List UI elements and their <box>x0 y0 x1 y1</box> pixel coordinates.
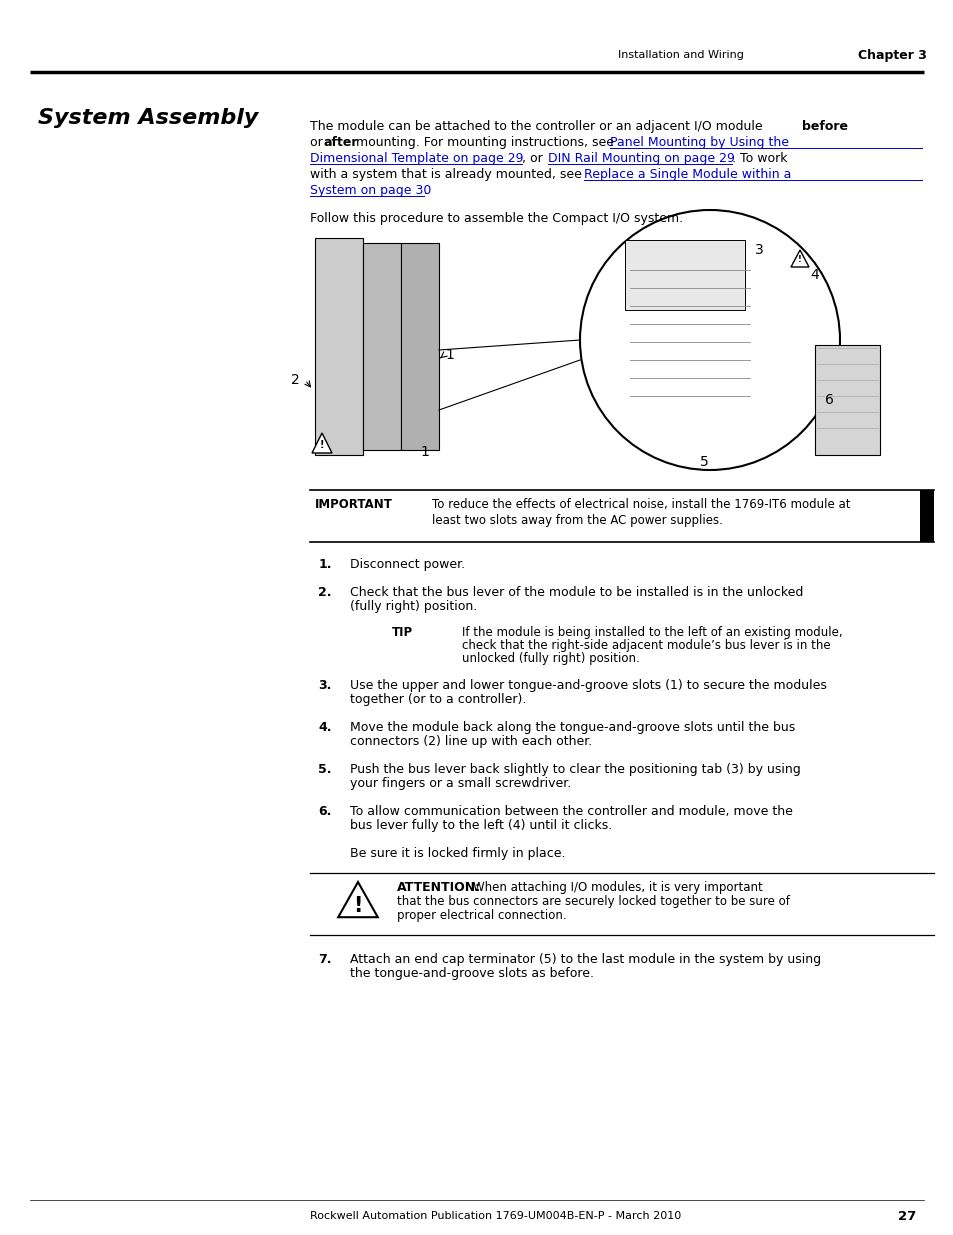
Text: 1.: 1. <box>318 558 332 571</box>
Text: together (or to a controller).: together (or to a controller). <box>350 693 526 706</box>
Text: ATTENTION:: ATTENTION: <box>396 881 480 894</box>
Text: 5: 5 <box>700 454 708 469</box>
FancyBboxPatch shape <box>400 243 438 450</box>
Text: 4: 4 <box>809 268 818 282</box>
Text: 7.: 7. <box>318 953 332 966</box>
Text: IMPORTANT: IMPORTANT <box>314 498 393 511</box>
Text: When attaching I/O modules, it is very important: When attaching I/O modules, it is very i… <box>473 881 762 894</box>
Text: To reduce the effects of electrical noise, install the 1769-IT6 module at: To reduce the effects of electrical nois… <box>432 498 850 511</box>
Polygon shape <box>790 249 808 267</box>
Text: Attach an end cap terminator (5) to the last module in the system by using: Attach an end cap terminator (5) to the … <box>350 953 821 966</box>
Text: Rockwell Automation Publication 1769-UM004B-EN-P - March 2010: Rockwell Automation Publication 1769-UM0… <box>310 1212 680 1221</box>
Text: connectors (2) line up with each other.: connectors (2) line up with each other. <box>350 735 592 748</box>
Text: DIN Rail Mounting on page 29: DIN Rail Mounting on page 29 <box>547 152 734 165</box>
Text: Chapter 3: Chapter 3 <box>857 48 926 62</box>
Text: 3: 3 <box>754 243 763 257</box>
Text: TIP: TIP <box>392 626 413 638</box>
Text: 4.: 4. <box>318 721 332 734</box>
Text: !: ! <box>353 897 362 916</box>
Text: 6.: 6. <box>318 805 332 818</box>
Text: Dimensional Template on page 29: Dimensional Template on page 29 <box>310 152 523 165</box>
Text: mounting. For mounting instructions, see: mounting. For mounting instructions, see <box>352 136 618 149</box>
Text: 3.: 3. <box>318 679 332 692</box>
Text: Move the module back along the tongue-and-groove slots until the bus: Move the module back along the tongue-an… <box>350 721 795 734</box>
Text: Use the upper and lower tongue-and-groove slots (1) to secure the modules: Use the upper and lower tongue-and-groov… <box>350 679 826 692</box>
Text: Push the bus lever back slightly to clear the positioning tab (3) by using: Push the bus lever back slightly to clea… <box>350 763 800 776</box>
Text: To allow communication between the controller and module, move the: To allow communication between the contr… <box>350 805 792 818</box>
FancyBboxPatch shape <box>814 345 879 454</box>
Text: after: after <box>324 136 358 149</box>
Text: bus lever fully to the left (4) until it clicks.: bus lever fully to the left (4) until it… <box>350 819 612 832</box>
Text: proper electrical connection.: proper electrical connection. <box>396 909 566 923</box>
FancyBboxPatch shape <box>363 243 400 450</box>
Polygon shape <box>338 882 377 918</box>
Text: 1: 1 <box>444 348 454 362</box>
Text: .: . <box>423 184 428 198</box>
Text: System Assembly: System Assembly <box>38 107 258 128</box>
Text: unlocked (fully right) position.: unlocked (fully right) position. <box>461 652 639 664</box>
Text: 2: 2 <box>291 373 299 387</box>
Text: least two slots away from the AC power supplies.: least two slots away from the AC power s… <box>432 514 722 527</box>
Text: The module can be attached to the controller or an adjacent I/O module: The module can be attached to the contro… <box>310 120 766 133</box>
Text: Installation and Wiring: Installation and Wiring <box>618 49 743 61</box>
Text: 27: 27 <box>897 1209 915 1223</box>
Text: or: or <box>310 136 327 149</box>
Text: If the module is being installed to the left of an existing module,: If the module is being installed to the … <box>461 626 841 638</box>
Text: check that the right-side adjacent module’s bus lever is in the: check that the right-side adjacent modul… <box>461 638 830 652</box>
Text: Disconnect power.: Disconnect power. <box>350 558 465 571</box>
Text: . To work: . To work <box>731 152 786 165</box>
FancyBboxPatch shape <box>314 238 363 454</box>
FancyBboxPatch shape <box>624 240 744 310</box>
FancyBboxPatch shape <box>919 490 933 542</box>
Text: that the bus connectors are securely locked together to be sure of: that the bus connectors are securely loc… <box>396 895 789 908</box>
Text: 5.: 5. <box>318 763 332 776</box>
Text: (fully right) position.: (fully right) position. <box>350 600 476 613</box>
Text: Check that the bus lever of the module to be installed is in the unlocked: Check that the bus lever of the module t… <box>350 585 802 599</box>
Text: 6: 6 <box>824 393 833 408</box>
Text: 2.: 2. <box>318 585 332 599</box>
Text: your fingers or a small screwdriver.: your fingers or a small screwdriver. <box>350 777 571 790</box>
Text: Follow this procedure to assemble the Compact I/O system.: Follow this procedure to assemble the Co… <box>310 212 682 225</box>
Text: !: ! <box>319 440 324 450</box>
Text: the tongue-and-groove slots as before.: the tongue-and-groove slots as before. <box>350 967 594 981</box>
Text: Panel Mounting by Using the: Panel Mounting by Using the <box>609 136 788 149</box>
Text: before: before <box>801 120 847 133</box>
Text: !: ! <box>798 256 801 264</box>
Text: 1: 1 <box>419 445 429 459</box>
Text: Be sure it is locked firmly in place.: Be sure it is locked firmly in place. <box>350 847 565 860</box>
Text: with a system that is already mounted, see: with a system that is already mounted, s… <box>310 168 585 182</box>
Text: Replace a Single Module within a: Replace a Single Module within a <box>583 168 791 182</box>
Text: System on page 30: System on page 30 <box>310 184 431 198</box>
Polygon shape <box>312 433 332 453</box>
Text: , or: , or <box>521 152 546 165</box>
